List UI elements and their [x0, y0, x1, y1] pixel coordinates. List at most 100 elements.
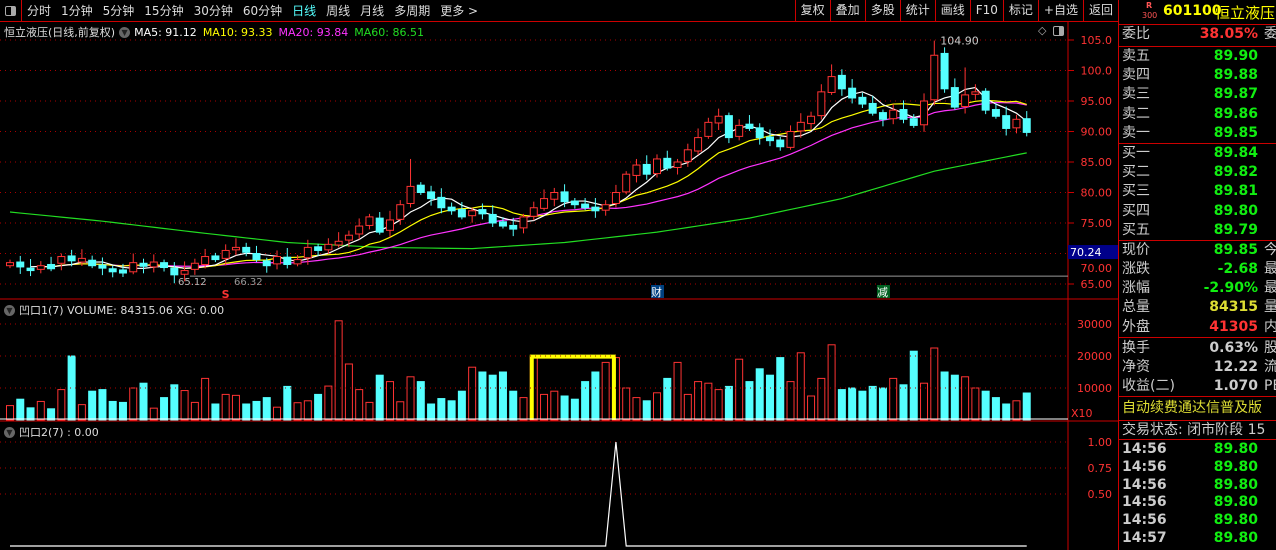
quote-row: 买二 89.82 — [1119, 163, 1276, 182]
notice-ticker[interactable]: 自动续费通达信普及版 — [1119, 396, 1276, 420]
tool-button[interactable]: 标记 — [1002, 0, 1038, 21]
value: 89.82 — [1213, 164, 1258, 181]
tool-button[interactable]: 多股 — [864, 0, 900, 21]
tool-button[interactable]: 复权 — [794, 0, 830, 21]
event-marker[interactable]: 减 — [877, 286, 888, 299]
candle-body — [57, 256, 66, 264]
label: 买三 — [1122, 183, 1150, 200]
candle — [231, 238, 240, 256]
volume-panel-title: ▼ 凹口1(7) VOLUME: 84315.06 XG: 0.00 — [4, 302, 224, 318]
period-tab[interactable]: 日线 — [292, 4, 317, 18]
candle — [324, 238, 333, 254]
period-tab[interactable]: 15分钟 — [144, 4, 184, 18]
value: 0.63% — [1209, 339, 1258, 356]
tool-button[interactable]: 叠加 — [829, 0, 865, 21]
candle — [509, 217, 518, 237]
tool-button[interactable]: 返回 — [1082, 0, 1118, 21]
candle-body — [324, 243, 333, 251]
candle — [889, 104, 898, 125]
candle-body — [139, 262, 148, 267]
period-tab[interactable]: 周线 — [326, 4, 351, 18]
volume-bar — [878, 387, 887, 421]
candle — [1022, 111, 1031, 137]
volume-bar — [889, 377, 898, 421]
period-tab[interactable]: 60分钟 — [242, 4, 283, 18]
badge-300: 300 — [1142, 11, 1158, 20]
label: 外盘 — [1122, 318, 1150, 335]
volume-bar — [170, 384, 179, 421]
tool-button[interactable]: 画线 — [934, 0, 970, 21]
value: 12.22 — [1213, 359, 1258, 375]
value: 89.86 — [1213, 105, 1258, 122]
volume-bar — [129, 387, 138, 421]
volume-bar — [498, 371, 507, 421]
ma10-line — [40, 99, 1027, 269]
ma-legend-item: MA5: 91.12 — [134, 25, 197, 39]
candle — [611, 184, 620, 208]
volume-bar — [303, 400, 312, 421]
candle — [653, 154, 662, 178]
chevron-down-icon[interactable]: ▼ — [119, 26, 131, 38]
candle — [683, 143, 692, 167]
volume-bar — [252, 400, 261, 421]
candle — [755, 123, 764, 145]
candle-body — [930, 54, 939, 101]
price-axis-label: 65.00 — [1081, 278, 1113, 291]
label: 卖三 — [1122, 86, 1150, 103]
volume-bar — [632, 397, 641, 421]
volume-bar — [776, 357, 785, 421]
tool-button[interactable]: +自选 — [1037, 0, 1083, 21]
candle — [98, 257, 107, 276]
tool-button[interactable]: 统计 — [899, 0, 935, 21]
period-tab[interactable]: 多周期 — [394, 4, 431, 18]
tool-button[interactable]: F10 — [969, 0, 1003, 21]
volume-bar — [694, 381, 703, 421]
volume-bar — [560, 395, 569, 421]
diamond-icon[interactable]: ◇ — [1038, 24, 1047, 37]
quote-row: 买五 89.79 — [1119, 221, 1276, 240]
volume-bar — [314, 393, 323, 421]
candle — [601, 200, 610, 216]
candle — [385, 210, 394, 238]
volume-bar — [601, 361, 610, 421]
tick-price: 89.80 — [1213, 529, 1258, 546]
price-axis-label: 75.00 — [1081, 217, 1113, 230]
candle-body — [653, 158, 662, 175]
period-tab[interactable]: 30分钟 — [193, 4, 233, 18]
label: 换手 — [1122, 339, 1150, 356]
volume-bar — [427, 403, 436, 421]
candle-body — [416, 184, 425, 193]
period-tab[interactable]: 更多 > — [440, 4, 479, 18]
candle-body — [334, 240, 343, 246]
candle — [498, 217, 507, 229]
ma-legend-item: MA10: 93.33 — [202, 25, 273, 39]
volume-bar — [642, 400, 651, 421]
volume-bar — [375, 374, 384, 421]
chevron-down-icon[interactable]: ▼ — [4, 304, 15, 316]
candle-body — [683, 149, 692, 162]
candle — [735, 119, 744, 141]
value: 89.79 — [1213, 221, 1258, 238]
tick-list[interactable]: 14:56 89.80 14:56 89.80 14:56 89.80 14:56 89.80… — [1119, 440, 1276, 546]
price-axis-label: 90.00 — [1081, 126, 1113, 139]
period-tab[interactable]: 分时 — [27, 4, 52, 18]
candle-body — [190, 262, 199, 270]
candle — [365, 213, 374, 230]
candle-body — [550, 192, 559, 200]
candle-body — [714, 115, 723, 124]
volume-bar — [950, 374, 959, 421]
candle — [273, 250, 282, 270]
layout-toggle-icon[interactable] — [1053, 26, 1064, 36]
candle-body — [375, 217, 384, 233]
candle — [878, 109, 887, 127]
chevron-down-icon[interactable]: ▼ — [4, 426, 15, 438]
event-marker[interactable]: 财 — [651, 285, 662, 299]
panel-toggle-icon[interactable] — [0, 0, 22, 21]
candle-body — [478, 209, 487, 215]
candle — [714, 108, 723, 130]
period-tab[interactable]: 1分钟 — [61, 4, 93, 18]
kline-chart[interactable]: 105.0 100.0 95.00 90.00 85.00 80.00 75.00 70.00… — [0, 22, 1118, 550]
period-tab[interactable]: 月线 — [360, 4, 385, 18]
period-tab[interactable]: 5分钟 — [102, 4, 135, 18]
stock-header: R 300 601100 恒立液压 — [1119, 0, 1276, 25]
